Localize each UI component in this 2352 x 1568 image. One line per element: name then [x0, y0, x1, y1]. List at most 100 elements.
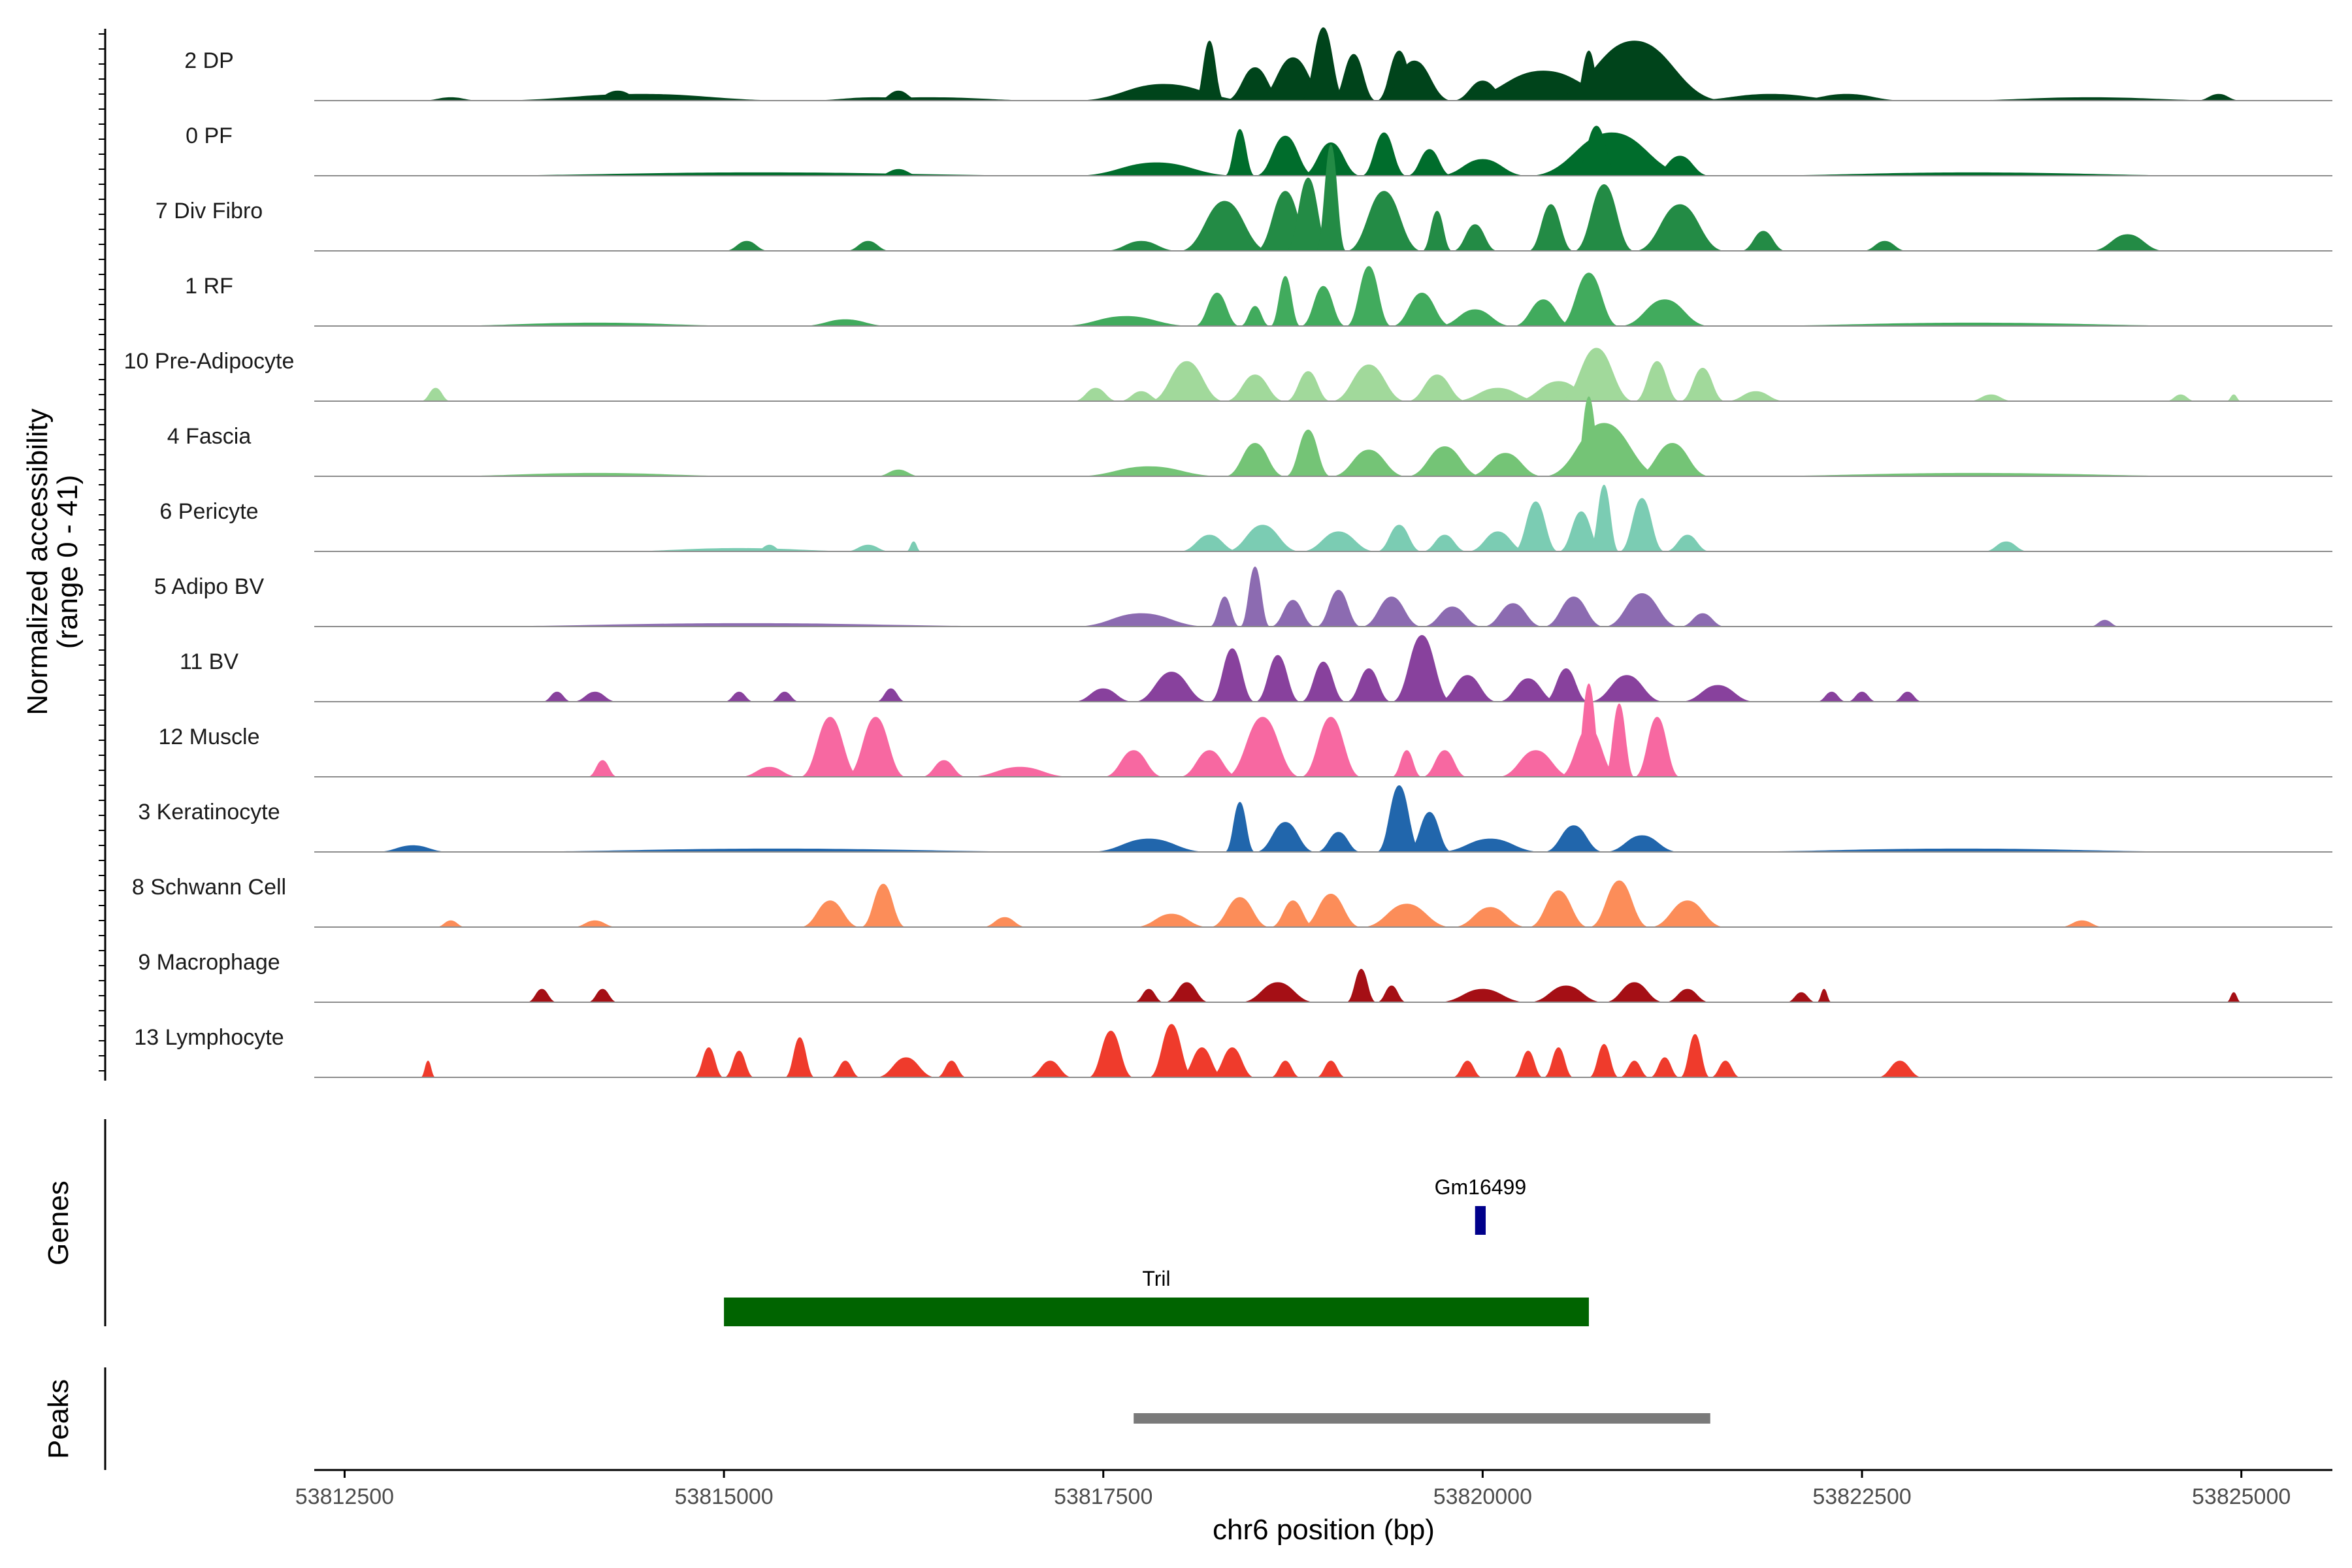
coverage-peak: [1543, 1047, 1574, 1077]
coverage-peak: [1786, 992, 1817, 1002]
coverage-peak: [1209, 648, 1255, 702]
track-label: 5 Adipo BV: [154, 574, 265, 599]
coverage-peak: [1119, 391, 1164, 401]
coverage-peak: [1346, 191, 1422, 251]
coverage-track: 2 DP: [184, 27, 2332, 101]
coverage-track: 7 Div Fibro: [155, 144, 2332, 252]
coverage-peak: [1467, 453, 1544, 476]
coverage-peak: [875, 688, 906, 702]
coverage-track: 10 Pre-Adipocyte: [124, 348, 2332, 402]
coverage-peak: [1573, 184, 1635, 251]
coverage-peak: [602, 547, 876, 551]
coverage-track: 6 Pericyte: [159, 485, 2332, 552]
coverage-peak: [1892, 691, 1923, 702]
coverage-peak: [587, 760, 618, 777]
coverage-peak: [1331, 364, 1407, 401]
coverage-peak: [1300, 286, 1347, 326]
coverage-peak: [1088, 1030, 1134, 1077]
coverage-peak: [587, 90, 648, 101]
coverage-peak: [1786, 93, 1908, 101]
coverage-peak: [1376, 525, 1422, 551]
x-tick-label: 53825000: [2192, 1484, 2291, 1509]
coverage-peak: [1816, 691, 1847, 702]
coverage-peak: [1710, 472, 2242, 476]
coverage-peak: [1346, 668, 1392, 702]
coverage-peak: [2196, 93, 2242, 101]
peak-region: [1134, 1413, 1710, 1424]
coverage-peak: [1407, 811, 1452, 852]
coverage-peak: [1073, 387, 1119, 401]
coverage-peak: [1497, 678, 1559, 702]
coverage-peak: [981, 917, 1028, 927]
coverage-peak: [1588, 675, 1665, 702]
coverage-track: 12 Muscle: [159, 683, 2332, 777]
x-tick-label: 53815000: [674, 1484, 773, 1509]
coverage-peak: [1680, 613, 1725, 627]
coverage-peak: [1270, 600, 1316, 627]
coverage-peak: [420, 623, 1073, 627]
track-label: 11 BV: [180, 649, 238, 674]
coverage-peak: [1027, 1060, 1073, 1077]
coverage-peak: [1270, 276, 1301, 326]
coverage-peak: [1376, 785, 1422, 852]
coverage-peak: [1407, 149, 1452, 176]
coverage-track: 13 Lymphocyte: [134, 1024, 2332, 1078]
coverage-peak: [542, 691, 572, 702]
coverage-peak: [1588, 485, 1620, 551]
coverage-peak: [1452, 224, 1498, 251]
coverage-peak: [1528, 204, 1574, 251]
track-label: 8 Schwann Cell: [132, 875, 286, 900]
coverage-peak: [1680, 1034, 1710, 1077]
coverage-peak: [1134, 988, 1164, 1002]
coverage-peak: [1512, 1051, 1544, 1077]
coverage-peak: [1149, 361, 1225, 401]
coverage-peak: [1497, 750, 1574, 777]
coverage-peak: [845, 544, 891, 551]
coverage-peak: [2089, 234, 2166, 251]
coverage-peak: [1938, 97, 2242, 101]
coverage-track: 4 Fascia: [167, 396, 2332, 477]
coverage-peak: [1619, 498, 1665, 551]
coverage-peak: [1346, 266, 1392, 326]
coverage-peak: [800, 97, 1058, 101]
coverage-peak: [1528, 985, 1605, 1002]
coverage-peak: [1680, 685, 1756, 702]
coverage-peak: [1376, 985, 1407, 1002]
track-label: 4 Fascia: [167, 424, 252, 449]
coverage-peak: [1270, 900, 1316, 927]
coverage-peak: [1407, 374, 1468, 401]
coverage-peak: [1179, 1047, 1225, 1077]
coverage-peak: [1285, 177, 1331, 251]
coverage-peak: [1558, 272, 1620, 326]
coverage-peak: [1285, 371, 1331, 401]
gene-body: [724, 1298, 1589, 1326]
coverage-peak: [1315, 832, 1362, 852]
coverage-peak: [1346, 969, 1377, 1002]
coverage-peak: [785, 1037, 815, 1077]
coverage-peak: [1073, 466, 1225, 476]
coverage-peak: [587, 988, 618, 1002]
coverage-peak: [1239, 566, 1271, 627]
coverage-peak: [2165, 394, 2196, 401]
coverage-peak: [572, 691, 618, 702]
coverage-peak: [1968, 394, 2014, 401]
gene-body: [1475, 1206, 1486, 1235]
coverage-peak: [875, 169, 921, 176]
coverage-peak: [1300, 661, 1347, 702]
track-label: 2 DP: [184, 48, 234, 73]
coverage-track: 5 Adipo BV: [154, 566, 2332, 627]
coverage-peak: [1300, 894, 1362, 927]
coverage-peak: [1573, 396, 1605, 476]
coverage-peak: [921, 760, 967, 777]
coverage-peak: [1437, 675, 1498, 702]
coverage-peak: [1543, 423, 1665, 476]
x-tick-label: 53822500: [1812, 1484, 1911, 1509]
coverage-peak: [451, 848, 1103, 852]
coverage-peak: [1209, 897, 1271, 927]
coverage-peak: [1558, 511, 1605, 551]
coverage-peak: [754, 544, 785, 551]
coverage-peak: [1649, 1057, 1680, 1077]
coverage-track: 3 Keratinocyte: [138, 785, 2332, 853]
coverage-peak: [1543, 596, 1605, 627]
coverage-peak: [1604, 703, 1635, 777]
